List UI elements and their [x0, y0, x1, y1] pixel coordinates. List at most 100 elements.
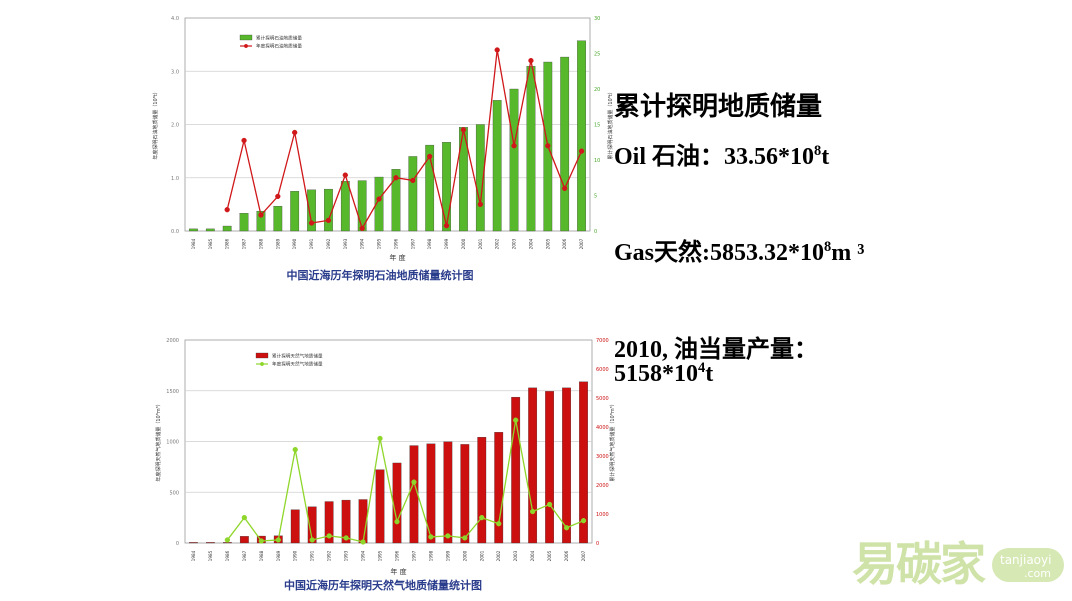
production-unit: t	[705, 361, 714, 387]
category-label: 1987	[242, 238, 247, 249]
legend-bar-label: 累计探明天然气地质储量	[272, 353, 323, 360]
category-label: 1986	[225, 238, 230, 249]
line-point	[428, 534, 434, 540]
category-label: 1984	[191, 550, 196, 561]
right-tick-label: 5	[594, 194, 597, 200]
category-label: 1995	[378, 550, 383, 561]
reserve-heading: 累计探明地质储量	[614, 92, 823, 122]
data-bar	[477, 436, 487, 544]
gas-cn-label: 天然	[654, 238, 703, 266]
category-label: 2006	[564, 550, 569, 561]
data-bar	[189, 542, 198, 544]
category-label: 2003	[513, 550, 518, 561]
line-point	[477, 201, 483, 208]
category-label: 2004	[528, 238, 533, 249]
legend-bar-swatch	[255, 352, 269, 359]
left-tick-label: 500	[169, 490, 179, 496]
legend-line-marker	[260, 362, 265, 367]
left-tick-label: 2.0	[171, 123, 179, 129]
production-line-2: 5158*104t	[614, 361, 713, 388]
line-point	[325, 217, 332, 224]
line-point	[258, 212, 264, 218]
line-point	[410, 177, 416, 184]
data-bar	[273, 205, 283, 232]
watermark-logo: 易碳家 tanjiaoyi .com	[852, 528, 1067, 594]
gas-label: Gas	[614, 240, 655, 266]
legend-line-label: 年度探明天然气地质储量	[272, 361, 323, 368]
data-bar	[460, 444, 470, 544]
gas-unit: m ³	[831, 240, 865, 266]
line-point	[427, 153, 433, 160]
oil-value: ：33.56*10	[700, 144, 815, 170]
line-point	[377, 435, 383, 442]
line-point	[393, 175, 399, 181]
category-label: 1996	[393, 238, 398, 249]
line-point	[275, 537, 281, 543]
category-label: 2006	[562, 238, 567, 249]
left-axis-label: 年度探明石油地质储量（10⁸t）	[152, 89, 159, 159]
oil-reserve-chart: 0.0 1.0 2.0 3.0 4.0 0 5 10 15 20 25 30 年度探明石油地质储量（10…	[152, 16, 614, 282]
right-tick-label: 10	[594, 158, 600, 164]
left-tick-label: 1000	[166, 440, 179, 446]
series-line	[226, 49, 583, 230]
line-point	[460, 127, 467, 133]
data-bar	[189, 228, 198, 232]
data-bar	[528, 387, 538, 544]
production-year: 2010,	[614, 337, 668, 363]
line-point	[513, 417, 519, 423]
data-bar	[307, 189, 316, 232]
line-point	[326, 533, 332, 539]
right-tick-label: 7000	[596, 338, 609, 344]
watermark-com: .com	[1024, 567, 1051, 580]
right-tick-label: 15	[594, 123, 600, 129]
line-point	[258, 538, 264, 544]
category-label: 2000	[462, 550, 467, 561]
left-tick-label: 1500	[166, 389, 179, 395]
oil-exponent: 8	[814, 143, 822, 159]
data-bar	[374, 176, 384, 232]
gas-reserve-text: Gas天然:5853.32*108m ³	[614, 232, 864, 267]
line-point	[546, 501, 553, 508]
line-point	[445, 533, 451, 539]
x-axis-label: 年 度	[390, 567, 406, 576]
right-tick-label: 25	[594, 52, 600, 58]
category-label: 1985	[208, 238, 213, 249]
data-bar	[324, 188, 333, 232]
data-bar	[511, 396, 521, 544]
category-label: 1997	[411, 550, 416, 561]
legend-line-label: 年度探明石油地质储量	[256, 43, 302, 50]
data-bar	[426, 443, 436, 544]
data-bar	[392, 462, 402, 544]
category-label: 1999	[444, 238, 449, 249]
production-label: 油当量产量：	[674, 335, 818, 363]
right-tick-label: 1000	[596, 512, 609, 518]
category-label: 1997	[410, 238, 415, 249]
line-point	[528, 57, 534, 64]
x-axis-label: 年 度	[389, 253, 405, 262]
production-exponent: 4	[698, 360, 706, 376]
data-bar	[443, 441, 453, 544]
legend-bar-label: 累计探明石油地质储量	[256, 35, 302, 42]
line-point	[275, 193, 281, 200]
left-tick-label: 0.0	[171, 229, 179, 235]
left-tick-label: 0	[176, 541, 179, 547]
data-bar	[239, 536, 249, 544]
line-point	[580, 518, 587, 524]
legend-line-marker	[243, 44, 248, 49]
line-point	[292, 129, 298, 136]
data-bar	[375, 469, 385, 544]
left-axis-label: 年度探明天然气地质储量（10⁸m³）	[155, 401, 162, 481]
right-tick-label: 0	[594, 229, 597, 235]
line-point	[292, 446, 298, 453]
line-point	[411, 479, 417, 485]
data-bar	[562, 387, 571, 544]
data-bar	[205, 228, 215, 232]
category-label: 1994	[360, 238, 365, 249]
category-label: 2007	[581, 550, 586, 561]
data-bar	[545, 391, 554, 544]
data-bar	[340, 181, 350, 232]
line-point	[224, 537, 231, 543]
line-point	[241, 514, 248, 521]
right-tick-label: 0	[596, 541, 599, 547]
data-bar	[560, 56, 570, 232]
